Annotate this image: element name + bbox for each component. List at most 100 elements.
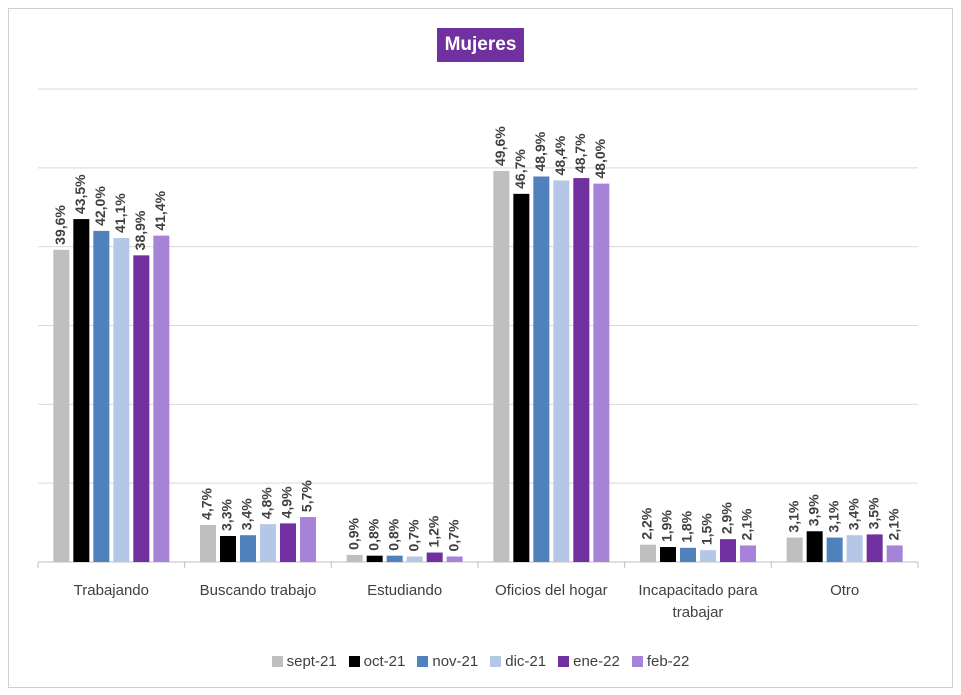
- legend-label: oct-21: [363, 653, 406, 670]
- bar: [93, 230, 110, 562]
- value-label: 48,9%: [532, 131, 548, 171]
- value-label: 2,2%: [639, 507, 655, 539]
- bar: [133, 255, 150, 563]
- legend-item: oct-21: [348, 653, 406, 670]
- bar: [786, 537, 803, 562]
- bar: [720, 539, 736, 562]
- legend-item: sept-21: [271, 653, 337, 670]
- x-tick-label: Buscando trabajo: [199, 582, 317, 599]
- value-label: 1,2%: [425, 515, 441, 547]
- value-label: 46,7%: [512, 149, 528, 189]
- bar: [280, 523, 296, 562]
- bar: [366, 555, 383, 562]
- bar: [493, 170, 510, 562]
- bar: [406, 556, 423, 562]
- value-label: 49,6%: [492, 126, 508, 166]
- legend-label: nov-21: [432, 653, 479, 670]
- bar: [113, 237, 130, 562]
- bar: [386, 555, 403, 562]
- value-label: 4,9%: [279, 486, 295, 518]
- legend-swatch: [348, 656, 360, 667]
- legend-swatch: [271, 656, 283, 667]
- x-tick-label: Incapacitado para trabajar: [638, 582, 758, 621]
- chart-frame: [8, 8, 953, 688]
- bar: [200, 524, 216, 562]
- bar: [73, 219, 90, 562]
- bar: [53, 249, 70, 562]
- bar: [660, 547, 676, 562]
- x-tick-label: Estudiando: [367, 582, 443, 599]
- value-label: 3,4%: [239, 498, 255, 530]
- value-label: 0,8%: [385, 518, 401, 550]
- bar: [846, 535, 863, 562]
- value-label: 1,9%: [659, 510, 675, 542]
- value-label: 43,5%: [72, 174, 88, 214]
- value-label: 0,7%: [405, 519, 421, 551]
- chart-title: Mujeres: [436, 28, 525, 62]
- value-label: 39,6%: [52, 205, 68, 245]
- bar: [553, 180, 570, 563]
- bar: [153, 235, 170, 562]
- value-label: 48,0%: [592, 138, 608, 178]
- bar: [640, 544, 656, 562]
- value-label: 3,1%: [785, 500, 801, 532]
- bar: [593, 183, 610, 562]
- bar: [300, 517, 316, 562]
- value-label: 48,7%: [572, 133, 588, 173]
- value-label: 0,8%: [365, 518, 381, 550]
- bar: [700, 550, 716, 562]
- bar: [866, 534, 883, 562]
- value-label: 48,4%: [552, 135, 568, 175]
- bar: [826, 537, 843, 562]
- bar: [740, 545, 756, 562]
- legend-item: nov-21: [417, 653, 478, 670]
- value-label: 4,8%: [259, 487, 275, 519]
- value-label: 2,1%: [885, 508, 901, 540]
- value-label: 3,3%: [219, 499, 235, 531]
- legend-swatch: [490, 656, 502, 667]
- value-label: 3,5%: [865, 497, 881, 529]
- bar: [533, 176, 550, 562]
- legend-label: ene-22: [573, 653, 620, 670]
- value-label: 2,1%: [739, 508, 755, 540]
- legend: sept-21 oct-21 nov-21 dic-21 ene-22 feb-22: [0, 653, 961, 670]
- legend-item: dic-21: [490, 653, 546, 670]
- value-label: 3,4%: [845, 498, 861, 530]
- x-tick-label: Trabajando: [73, 582, 149, 599]
- value-label: 2,9%: [719, 502, 735, 534]
- bar: [573, 178, 590, 562]
- value-label: 1,8%: [679, 510, 695, 542]
- legend-swatch: [631, 656, 643, 667]
- value-label: 38,9%: [132, 210, 148, 250]
- legend-label: feb-22: [646, 653, 690, 670]
- bar: [680, 547, 696, 562]
- value-label: 42,0%: [92, 186, 108, 226]
- value-label: 1,5%: [699, 513, 715, 545]
- bar: [886, 545, 903, 562]
- title-wrap: Mujeres: [0, 28, 961, 62]
- value-label: 5,7%: [299, 480, 315, 512]
- bar: [806, 531, 823, 562]
- bar: [346, 554, 363, 562]
- legend-label: dic-21: [505, 653, 547, 670]
- bar: [240, 535, 256, 562]
- value-label: 41,1%: [112, 193, 128, 233]
- value-label: 41,4%: [152, 190, 168, 230]
- value-label: 3,1%: [825, 500, 841, 532]
- legend-item: ene-22: [558, 653, 620, 670]
- legend-swatch: [558, 656, 570, 667]
- bar: [260, 524, 276, 562]
- x-tick-label: Oficios del hogar: [495, 582, 608, 599]
- value-label: 3,9%: [805, 494, 821, 526]
- x-tick-label: Otro: [830, 582, 860, 599]
- legend-swatch: [417, 656, 429, 667]
- bar: [426, 552, 443, 562]
- bar: [220, 535, 236, 562]
- legend-item: feb-22: [631, 653, 690, 670]
- bar: [446, 556, 463, 562]
- bar: [513, 193, 530, 562]
- value-label: 0,7%: [445, 519, 461, 551]
- legend-label: sept-21: [286, 653, 337, 670]
